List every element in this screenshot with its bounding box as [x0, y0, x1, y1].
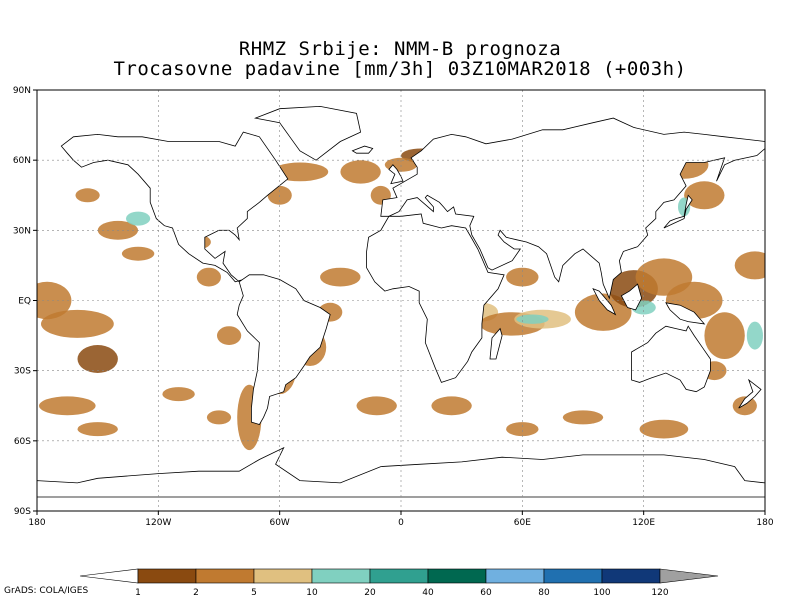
precip-patch [639, 419, 689, 439]
precip-patch [431, 396, 472, 416]
lat-label: EQ [18, 297, 31, 307]
legend-value-label: 60 [480, 588, 492, 598]
precip-patch [39, 396, 96, 416]
lat-label: 60S [14, 437, 31, 447]
legend-value-label: 120 [651, 588, 668, 598]
legend-color-box [137, 568, 197, 584]
lat-label: 30S [14, 367, 31, 377]
latitude-labels: 90N 60N 30N EQ 30S 60S 90S [13, 86, 31, 517]
precip-patch [562, 410, 604, 425]
landmass-madagascar [489, 327, 503, 360]
landmass-australia [631, 325, 711, 393]
legend-color-box [311, 568, 371, 584]
precip-patch [206, 410, 232, 425]
legend-value-label: 20 [364, 588, 376, 598]
lon-label: 0 [398, 518, 404, 528]
precip-patch [516, 314, 549, 324]
legend-over-arrow [659, 568, 719, 584]
legend-color-box [485, 568, 545, 584]
map-title-line1: RHMZ Srbije: NMM-B prognoza [238, 38, 562, 60]
precip-patch [41, 309, 114, 338]
credit-text: GrADS: COLA/IGES [4, 586, 89, 596]
lat-label: 60N [13, 156, 31, 166]
longitude-labels: 180 120W 60W 0 60E 120E 180 [28, 518, 773, 528]
lon-label: 180 [756, 518, 773, 528]
lon-label: 60W [269, 518, 289, 528]
precip-patch [121, 246, 155, 261]
landmass-north-america [60, 131, 289, 283]
precip-patch [196, 267, 221, 287]
precip-patch [126, 211, 151, 226]
legend-value-label: 1 [135, 588, 141, 598]
landmass-new-zealand [738, 378, 762, 409]
landmass-borneo [620, 283, 643, 311]
legend-value-label: 2 [193, 588, 199, 598]
precip-patch [746, 321, 764, 350]
landmass-new-guinea [665, 302, 706, 325]
precip-patch [320, 267, 361, 287]
lon-label: 120E [632, 518, 655, 528]
legend-color-box [543, 568, 603, 584]
precip-patch [340, 160, 381, 184]
precip-patch [684, 181, 725, 210]
precip-patch [734, 251, 765, 280]
precip-patch [356, 396, 397, 416]
color-legend: 1 2 5 10 20 40 60 80 100 120 [79, 568, 719, 598]
legend-value-label: 40 [422, 588, 434, 598]
legend-value-label: 80 [538, 588, 550, 598]
legend-color-box [195, 568, 255, 584]
legend-under-arrow [79, 568, 139, 584]
precip-patch [506, 267, 539, 287]
precip-patch [217, 326, 242, 345]
legend-value-label: 10 [306, 588, 318, 598]
lon-label: 60E [514, 518, 531, 528]
legend-color-box [253, 568, 313, 584]
landmass-sumatra [592, 288, 617, 316]
legend-color-box [427, 568, 487, 584]
lon-label: 120W [145, 518, 171, 528]
precip-patch [77, 422, 118, 437]
lat-label: 90N [13, 86, 31, 96]
legend-color-box [601, 568, 661, 584]
precip-patch [75, 188, 100, 203]
lon-label: 180 [28, 518, 45, 528]
precip-patch [732, 396, 757, 416]
precip-patch [77, 345, 118, 373]
landmass-iceland [351, 145, 374, 154]
legend-value-label: 5 [251, 588, 257, 598]
lat-label: 30N [13, 226, 31, 236]
map-title-line2: Trocasovne padavine [mm/3h] 03Z10MAR2018… [113, 58, 687, 80]
map-frame [36, 89, 766, 512]
legend-value-label: 100 [593, 588, 610, 598]
landmass-japan [663, 194, 693, 229]
precip-patch [162, 387, 195, 402]
precip-patch [704, 312, 745, 359]
landmass-uk [388, 164, 404, 185]
precip-patch [506, 422, 539, 437]
landmass-eurasia [380, 117, 765, 300]
precip-patch [37, 281, 72, 320]
landmass-south-america [236, 274, 331, 425]
lat-label: 90S [14, 507, 31, 517]
precip-patch [574, 293, 632, 331]
legend-color-box [369, 568, 429, 584]
landmass-greenland [253, 105, 362, 161]
grid-lines [33, 89, 766, 515]
